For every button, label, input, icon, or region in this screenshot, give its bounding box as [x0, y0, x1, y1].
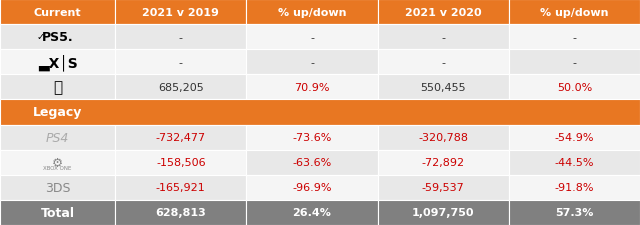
Text: 57.3%: 57.3% — [556, 207, 593, 218]
FancyBboxPatch shape — [115, 25, 246, 50]
FancyBboxPatch shape — [378, 175, 509, 200]
FancyBboxPatch shape — [509, 150, 640, 175]
Text: -: - — [179, 58, 183, 68]
Text: % up/down: % up/down — [278, 7, 346, 18]
FancyBboxPatch shape — [0, 50, 115, 75]
Text: ⚙: ⚙ — [52, 156, 63, 169]
FancyBboxPatch shape — [0, 125, 115, 150]
FancyBboxPatch shape — [378, 200, 509, 225]
FancyBboxPatch shape — [378, 25, 509, 50]
FancyBboxPatch shape — [378, 150, 509, 175]
Text: 628,813: 628,813 — [156, 207, 206, 218]
FancyBboxPatch shape — [115, 175, 246, 200]
Text: -: - — [441, 58, 445, 68]
Text: 50.0%: 50.0% — [557, 83, 592, 92]
Text: 2021 v 2019: 2021 v 2019 — [142, 7, 220, 18]
FancyBboxPatch shape — [378, 125, 509, 150]
FancyBboxPatch shape — [246, 0, 378, 25]
Text: Current: Current — [34, 7, 81, 18]
FancyBboxPatch shape — [115, 125, 246, 150]
FancyBboxPatch shape — [115, 50, 246, 75]
Text: ▃X│S: ▃X│S — [38, 54, 77, 71]
FancyBboxPatch shape — [378, 50, 509, 75]
Text: 70.9%: 70.9% — [294, 83, 330, 92]
Text: % up/down: % up/down — [540, 7, 609, 18]
FancyBboxPatch shape — [246, 175, 378, 200]
FancyBboxPatch shape — [0, 175, 115, 200]
Text: 1,097,750: 1,097,750 — [412, 207, 474, 218]
Text: -72,892: -72,892 — [422, 158, 465, 167]
FancyBboxPatch shape — [115, 75, 246, 100]
Text: 550,455: 550,455 — [420, 83, 466, 92]
FancyBboxPatch shape — [378, 75, 509, 100]
Text: -: - — [572, 58, 577, 68]
FancyBboxPatch shape — [509, 75, 640, 100]
FancyBboxPatch shape — [0, 25, 115, 50]
FancyBboxPatch shape — [115, 150, 246, 175]
FancyBboxPatch shape — [509, 0, 640, 25]
FancyBboxPatch shape — [509, 200, 640, 225]
FancyBboxPatch shape — [509, 125, 640, 150]
Text: -: - — [179, 33, 183, 43]
FancyBboxPatch shape — [0, 75, 115, 100]
Text: 2021 v 2020: 2021 v 2020 — [405, 7, 481, 18]
Text: PS5.: PS5. — [42, 31, 74, 44]
Text: -63.6%: -63.6% — [292, 158, 332, 167]
Text: XBOX ONE: XBOX ONE — [44, 166, 72, 171]
Text: Legacy: Legacy — [33, 106, 83, 119]
Text: -59,537: -59,537 — [422, 182, 465, 192]
Text: ✓: ✓ — [36, 32, 45, 41]
Text: 26.4%: 26.4% — [292, 207, 332, 218]
FancyBboxPatch shape — [509, 50, 640, 75]
Text: -91.8%: -91.8% — [555, 182, 594, 192]
Text: -: - — [310, 58, 314, 68]
FancyBboxPatch shape — [0, 150, 115, 175]
Text: -165,921: -165,921 — [156, 182, 205, 192]
FancyBboxPatch shape — [246, 200, 378, 225]
Text: -732,477: -732,477 — [156, 133, 206, 142]
Text: -320,788: -320,788 — [418, 133, 468, 142]
Text: -73.6%: -73.6% — [292, 133, 332, 142]
FancyBboxPatch shape — [509, 175, 640, 200]
Text: 685,205: 685,205 — [158, 83, 204, 92]
FancyBboxPatch shape — [246, 125, 378, 150]
FancyBboxPatch shape — [0, 200, 115, 225]
FancyBboxPatch shape — [378, 0, 509, 25]
FancyBboxPatch shape — [115, 200, 246, 225]
FancyBboxPatch shape — [246, 150, 378, 175]
Text: -: - — [572, 33, 577, 43]
Text: -158,506: -158,506 — [156, 158, 205, 167]
Text: 🎮: 🎮 — [53, 80, 62, 95]
Text: Total: Total — [40, 206, 75, 219]
Text: -54.9%: -54.9% — [555, 133, 594, 142]
Text: PS4: PS4 — [46, 131, 69, 144]
Text: -: - — [441, 33, 445, 43]
FancyBboxPatch shape — [115, 0, 246, 25]
Text: -44.5%: -44.5% — [555, 158, 594, 167]
FancyBboxPatch shape — [246, 25, 378, 50]
Text: 3DS: 3DS — [45, 181, 70, 194]
FancyBboxPatch shape — [246, 50, 378, 75]
FancyBboxPatch shape — [509, 25, 640, 50]
FancyBboxPatch shape — [246, 75, 378, 100]
FancyBboxPatch shape — [0, 0, 115, 25]
FancyBboxPatch shape — [0, 100, 640, 125]
Text: -96.9%: -96.9% — [292, 182, 332, 192]
Text: -: - — [310, 33, 314, 43]
